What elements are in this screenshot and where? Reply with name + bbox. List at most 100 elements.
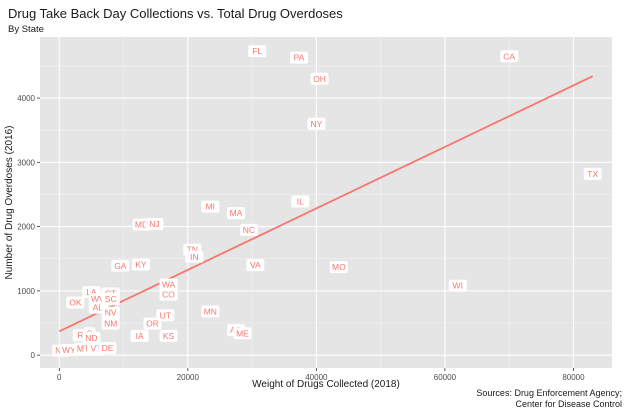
chart-title: Drug Take Back Day Collections vs. Total… xyxy=(8,6,343,21)
point-wi: WI xyxy=(448,279,467,292)
point-co: CO xyxy=(159,288,178,301)
point-me: ME xyxy=(233,327,252,340)
point-label-box xyxy=(159,329,178,342)
point-label-box xyxy=(307,117,326,130)
point-label-box xyxy=(130,329,149,342)
point-label-text: WI xyxy=(453,281,463,291)
point-oh: OH xyxy=(310,72,329,85)
point-label-text: LA xyxy=(86,287,97,297)
point-label-text: NV xyxy=(105,308,117,318)
point-label-text: CA xyxy=(503,51,515,61)
point-ga: GA xyxy=(111,259,130,272)
point-nm: NM xyxy=(101,317,120,330)
point-wa: WA xyxy=(159,278,178,291)
point-label-text: OR xyxy=(146,319,159,329)
point-mn: MN xyxy=(201,305,220,318)
point-nd: ND xyxy=(82,331,101,344)
point-label-box xyxy=(500,50,519,63)
point-label-text: NC xyxy=(243,225,255,235)
point-label-text: FL xyxy=(252,46,262,56)
point-mo: MO xyxy=(329,261,348,274)
point-fl: FL xyxy=(248,45,267,58)
point-label-text: IA xyxy=(136,331,144,341)
point-va: VA xyxy=(246,259,265,272)
point-label-box xyxy=(329,261,348,274)
point-label-box xyxy=(227,207,246,220)
point-label-text: ND xyxy=(85,333,97,343)
point-pa: PA xyxy=(290,51,309,64)
x-tick-label: 40000 xyxy=(305,373,328,382)
point-label-text: WY xyxy=(62,345,76,355)
point-label-text: UT xyxy=(160,310,171,320)
point-label-box xyxy=(111,259,130,272)
y-axis-title: Number of Drug Overdoses (2016) xyxy=(4,126,15,280)
point-or: OR xyxy=(143,317,162,330)
point-label-box xyxy=(98,342,117,355)
point-label-text: MN xyxy=(204,306,217,316)
point-label-text: NY xyxy=(310,119,322,129)
point-label-box xyxy=(583,167,602,180)
point-label-text: ME xyxy=(236,328,249,338)
y-tick-label: 2000 xyxy=(17,223,35,232)
point-label-box xyxy=(159,288,178,301)
point-label-box xyxy=(233,327,252,340)
point-label-box xyxy=(101,317,120,330)
point-label-text: MA xyxy=(230,208,243,218)
point-ia: IA xyxy=(130,329,149,342)
point-label-text: IL xyxy=(297,197,304,207)
point-label-text: CO xyxy=(162,290,175,300)
point-il: IL xyxy=(291,195,310,208)
point-mi: MI xyxy=(201,200,220,213)
point-label-text: MI xyxy=(206,202,215,212)
point-label-box xyxy=(291,195,310,208)
point-label-text: OH xyxy=(313,74,326,84)
y-tick-label: 0 xyxy=(31,351,36,360)
chart-caption: Sources: Drug Enforcement Agency; Center… xyxy=(476,388,622,409)
point-ma: MA xyxy=(227,207,246,220)
point-label-text: KS xyxy=(163,331,175,341)
trend-line xyxy=(58,75,594,333)
point-label-text: NJ xyxy=(149,219,159,229)
point-label-box xyxy=(143,317,162,330)
plot-panel xyxy=(40,37,612,368)
point-label-text: WV xyxy=(91,294,105,304)
point-ky: KY xyxy=(131,258,150,271)
point-label-text: TN xyxy=(187,245,198,255)
trend-line-group xyxy=(58,75,594,333)
point-label-text: VT xyxy=(90,344,101,354)
point-label-text: RI xyxy=(78,330,87,340)
y-tick-label: 3000 xyxy=(17,158,35,167)
point-label-text: IN xyxy=(190,252,199,262)
point-in: IN xyxy=(185,250,204,263)
point-nv: NV xyxy=(101,306,120,319)
point-label-text: PA xyxy=(294,53,305,63)
point-label-text: NM xyxy=(104,319,117,329)
x-tick-label: 0 xyxy=(57,373,62,382)
axes: 0 20000 40000 60000 80000 0 1000 2000 3000 4000 We… xyxy=(4,94,585,390)
point-ks: KS xyxy=(159,329,178,342)
point-label-box xyxy=(66,296,85,309)
point-label-text: AL xyxy=(93,303,104,313)
point-tx: TX xyxy=(583,167,602,180)
y-tick-label: 4000 xyxy=(17,94,35,103)
x-tick-label: 20000 xyxy=(177,373,200,382)
point-label-text: MO xyxy=(332,262,346,272)
point-label-box xyxy=(448,279,467,292)
point-label-box xyxy=(310,72,329,85)
y-tick-label: 1000 xyxy=(17,287,35,296)
x-axis-title: Weight of Drugs Collected (2018) xyxy=(252,379,400,390)
point-label-text: TX xyxy=(587,169,598,179)
point-label-text: KY xyxy=(135,260,147,270)
point-wy: WY xyxy=(59,344,78,357)
chart-subtitle: By State xyxy=(8,24,44,35)
point-label-box xyxy=(101,306,120,319)
x-tick-label: 60000 xyxy=(434,373,457,382)
point-label-box xyxy=(201,305,220,318)
point-label-box xyxy=(185,250,204,263)
point-ca: CA xyxy=(500,50,519,63)
point-label-box xyxy=(290,51,309,64)
point-label-text: OK xyxy=(69,297,82,307)
point-label-box xyxy=(239,223,258,236)
point-label-box xyxy=(159,278,178,291)
